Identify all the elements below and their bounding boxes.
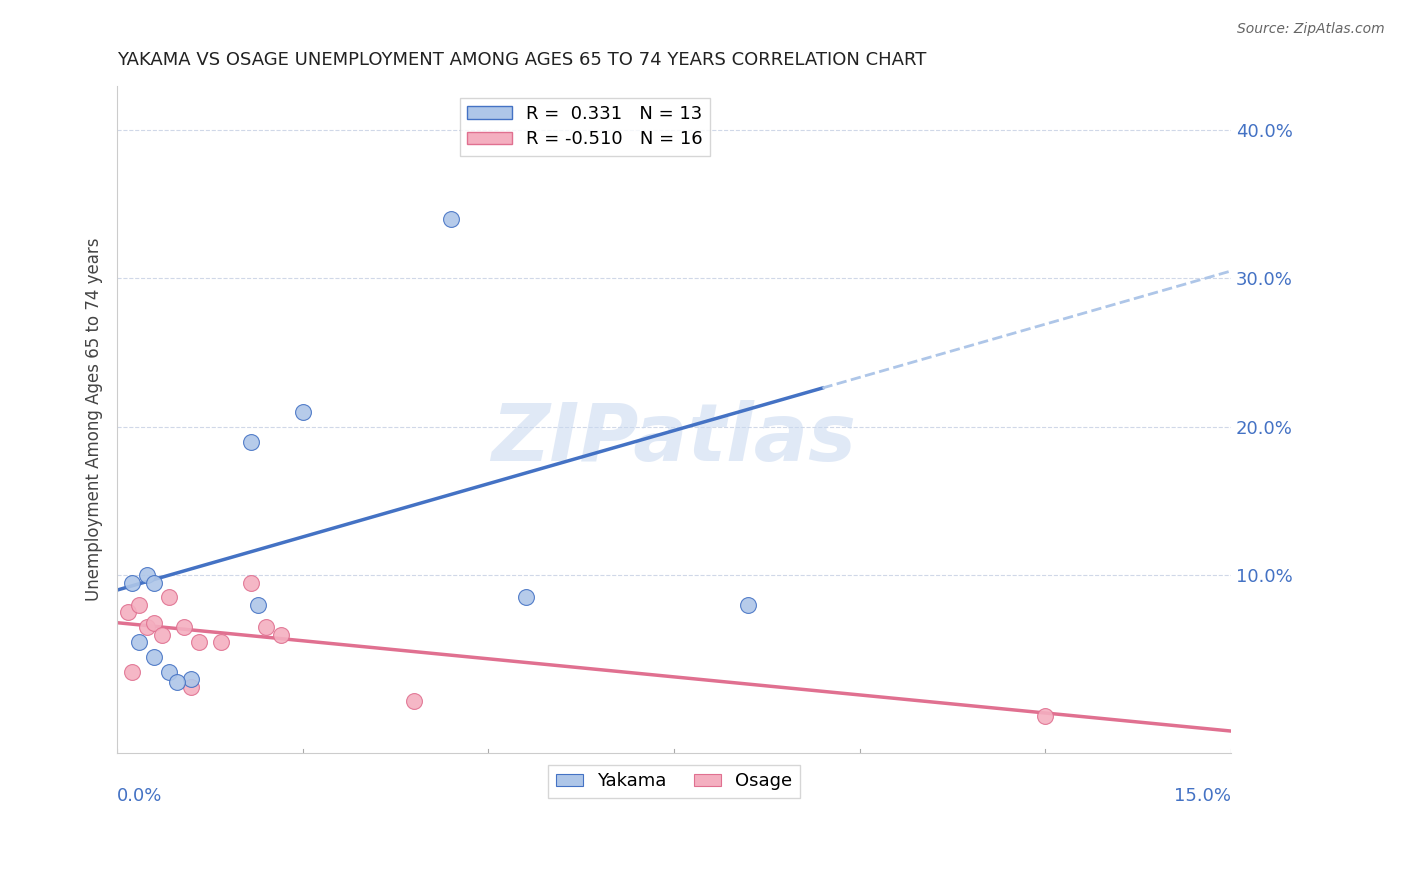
Point xyxy=(239,575,262,590)
Text: 15.0%: 15.0% xyxy=(1174,787,1230,805)
Text: YAKAMA VS OSAGE UNEMPLOYMENT AMONG AGES 65 TO 74 YEARS CORRELATION CHART: YAKAMA VS OSAGE UNEMPLOYMENT AMONG AGES … xyxy=(117,51,927,69)
Text: Source: ZipAtlas.com: Source: ZipAtlas.com xyxy=(1237,22,1385,37)
Point xyxy=(737,598,759,612)
Point xyxy=(440,212,463,227)
Point xyxy=(187,635,209,649)
Text: 0.0%: 0.0% xyxy=(117,787,163,805)
Point xyxy=(515,591,537,605)
Point xyxy=(121,665,143,679)
Point xyxy=(247,598,270,612)
Legend: Yakama, Osage: Yakama, Osage xyxy=(548,765,800,797)
Point xyxy=(128,598,150,612)
Point xyxy=(180,672,202,686)
Point xyxy=(180,680,202,694)
Point xyxy=(143,575,166,590)
Point xyxy=(128,635,150,649)
Point xyxy=(143,649,166,664)
Point xyxy=(404,694,426,708)
Point xyxy=(117,605,139,619)
Point xyxy=(1033,709,1056,723)
Point xyxy=(291,405,314,419)
Point xyxy=(270,627,292,641)
Text: ZIPatlas: ZIPatlas xyxy=(492,401,856,478)
Point xyxy=(209,635,232,649)
Point xyxy=(150,627,173,641)
Point xyxy=(254,620,277,634)
Point xyxy=(143,615,166,630)
Y-axis label: Unemployment Among Ages 65 to 74 years: Unemployment Among Ages 65 to 74 years xyxy=(86,237,103,601)
Point xyxy=(166,675,188,690)
Point xyxy=(157,591,180,605)
Point xyxy=(135,620,157,634)
Point xyxy=(239,434,262,449)
Point xyxy=(121,575,143,590)
Point xyxy=(157,665,180,679)
Point xyxy=(173,620,195,634)
Point xyxy=(135,568,157,582)
